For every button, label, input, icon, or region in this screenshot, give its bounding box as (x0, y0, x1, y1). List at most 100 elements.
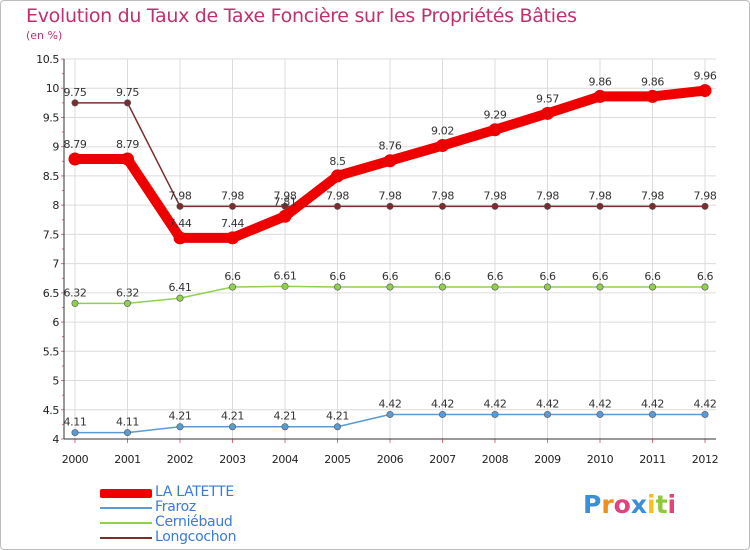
data-label-longcochon: 7.98 (169, 189, 192, 202)
data-label-fraroz: 4.21 (326, 410, 349, 423)
data-label-longcochon: 7.98 (641, 189, 664, 202)
data-label-la-latette: 9.86 (589, 75, 612, 88)
logo-letter: r (601, 490, 614, 519)
data-label-la-latette: 7.44 (221, 217, 244, 230)
data-point-la-latette (121, 152, 134, 166)
data-label-fraroz: 4.21 (274, 410, 297, 423)
data-point-cerniebaud (386, 283, 394, 291)
x-tick-label: 2007 (429, 453, 456, 466)
data-point-fraroz (543, 410, 551, 418)
data-point-longcochon (438, 202, 446, 210)
data-point-longcochon (229, 202, 237, 210)
data-label-la-latette: 9.02 (431, 125, 454, 138)
data-point-fraroz (648, 410, 656, 418)
data-label-longcochon: 7.98 (274, 189, 297, 202)
data-label-cerniebaud: 6.6 (382, 270, 399, 283)
data-label-cerniebaud: 6.6 (224, 270, 241, 283)
data-label-longcochon: 9.75 (116, 86, 139, 99)
data-label-la-latette: 7.44 (169, 217, 192, 230)
data-point-fraroz (701, 410, 709, 418)
y-tick-label: 8 (52, 199, 59, 212)
x-tick-label: 2011 (639, 453, 665, 466)
x-tick-label: 2006 (377, 453, 404, 466)
data-point-cerniebaud (124, 299, 132, 307)
data-label-fraroz: 4.11 (116, 416, 139, 429)
y-tick-label: 9 (52, 141, 59, 154)
logo-letter: x (630, 490, 647, 519)
data-label-la-latette: 9.57 (536, 92, 559, 105)
data-point-fraroz (71, 429, 79, 437)
data-label-cerniebaud: 6.6 (329, 270, 346, 283)
x-tick-label: 2004 (272, 453, 299, 466)
y-tick-label: 4 (52, 433, 59, 446)
legend-swatch-longcochon (100, 537, 152, 539)
data-point-fraroz (333, 423, 341, 431)
data-point-la-latette (488, 123, 502, 137)
y-tick-label: 8.5 (43, 170, 60, 183)
y-tick-label: 9.5 (43, 111, 60, 124)
data-point-longcochon (596, 202, 604, 210)
data-label-fraroz: 4.21 (169, 410, 192, 423)
data-point-longcochon (71, 99, 79, 107)
data-label-cerniebaud: 6.6 (592, 270, 609, 283)
x-tick-label: 2002 (167, 453, 193, 466)
data-point-la-latette (173, 231, 187, 245)
logo-letter: i (667, 490, 677, 519)
data-label-fraroz: 4.42 (536, 397, 559, 410)
data-point-la-latette (436, 139, 449, 153)
data-label-longcochon: 7.98 (536, 189, 559, 202)
data-point-la-latette (646, 89, 659, 103)
data-point-la-latette (278, 209, 292, 223)
logo-letter: P (583, 490, 602, 519)
data-point-cerniebaud (596, 283, 604, 291)
data-label-fraroz: 4.42 (641, 397, 664, 410)
data-label-fraroz: 4.42 (379, 397, 402, 410)
data-label-longcochon: 7.98 (221, 189, 244, 202)
y-tick-label: 4.5 (43, 404, 60, 417)
grid (64, 58, 716, 440)
data-label-la-latette: 8.5 (329, 155, 346, 168)
proxiti-logo: Proxiti (583, 490, 676, 519)
data-label-la-latette: 9.96 (694, 70, 717, 83)
data-label-la-latette: 8.79 (116, 138, 139, 151)
x-tick-label: 2008 (482, 453, 509, 466)
data-point-fraroz (596, 410, 604, 418)
data-point-longcochon (124, 99, 132, 107)
data-label-cerniebaud: 6.6 (539, 270, 556, 283)
data-point-longcochon (648, 202, 656, 210)
data-label-fraroz: 4.42 (484, 397, 507, 410)
data-label-longcochon: 9.75 (64, 86, 87, 99)
x-tick-label: 2012 (692, 453, 718, 466)
data-point-cerniebaud (701, 283, 709, 291)
legend-label-cerniebaud: Cerniébaud (155, 514, 233, 530)
data-label-la-latette: 8.79 (64, 138, 87, 151)
x-tick-label: 2010 (587, 453, 614, 466)
data-label-la-latette: 8.76 (379, 140, 402, 153)
legend-swatch-la-latette (100, 489, 152, 498)
data-point-la-latette (541, 106, 554, 120)
data-point-cerniebaud (333, 283, 341, 291)
data-point-cerniebaud (438, 283, 446, 291)
data-label-cerniebaud: 6.6 (434, 270, 451, 283)
logo-letter: i (647, 490, 656, 519)
data-label-cerniebaud: 6.32 (116, 286, 139, 299)
data-label-cerniebaud: 6.32 (64, 286, 87, 299)
y-tick-label: 10.5 (36, 53, 59, 66)
data-label-longcochon: 7.98 (431, 189, 454, 202)
data-label-longcochon: 7.98 (484, 189, 507, 202)
data-point-longcochon (281, 202, 289, 210)
data-label-fraroz: 4.42 (589, 397, 612, 410)
data-label-la-latette: 9.86 (641, 75, 664, 88)
y-tick-label: 6 (52, 316, 59, 329)
data-point-fraroz (281, 423, 289, 431)
y-tick-label: 7.5 (43, 228, 60, 241)
axes: 4 4.5 5 5.5 6 6.5 7 7.5 8 8.5 9 9.5 10 10.5 2000 2001 20… (36, 53, 719, 466)
data-point-fraroz (229, 423, 237, 431)
x-tick-label: 2000 (62, 453, 89, 466)
data-point-cerniebaud (281, 282, 289, 290)
data-point-longcochon (491, 202, 499, 210)
legend-label-la-latette: LA LATETTE (155, 484, 234, 500)
legend-label-longcochon: Longcochon (155, 529, 237, 545)
data-label-cerniebaud: 6.6 (697, 270, 714, 283)
